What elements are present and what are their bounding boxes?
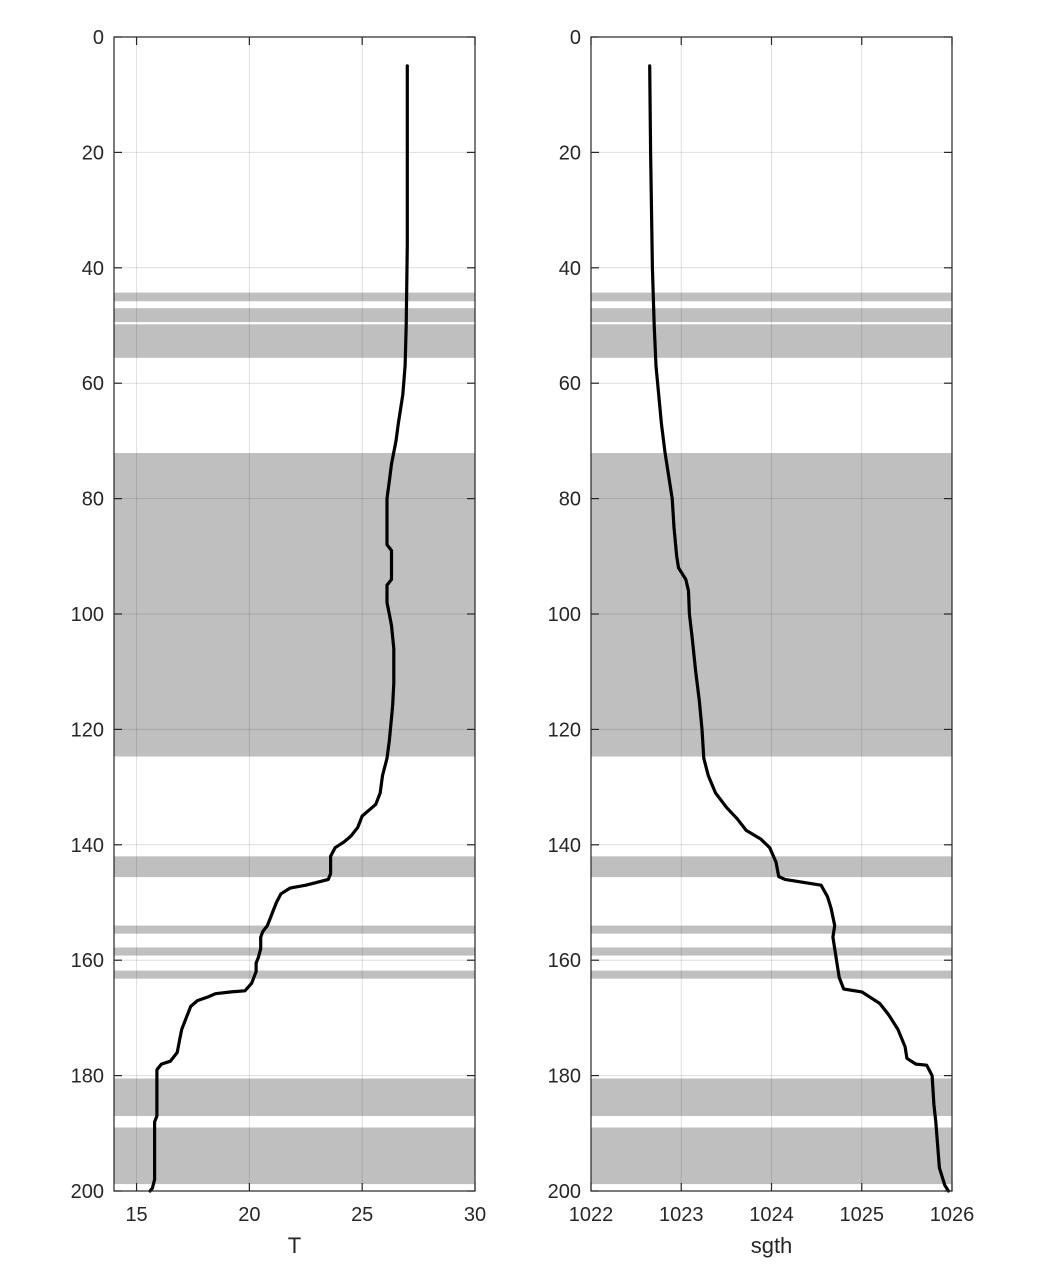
shaded-band-9 [591, 1127, 952, 1185]
shaded-band-6 [114, 947, 475, 956]
y-tick-label: 180 [548, 1066, 581, 1088]
x-tick-label: 20 [238, 1204, 260, 1226]
y-tick-label: 100 [548, 604, 581, 626]
shaded-band-2 [114, 324, 475, 358]
y-tick-label: 60 [559, 373, 581, 395]
x-tick-label: 1026 [930, 1204, 975, 1226]
y-tick-label: 100 [71, 604, 104, 626]
x-tick-label: 15 [125, 1204, 147, 1226]
shaded-band-7 [591, 970, 952, 979]
y-tick-label: 20 [82, 142, 104, 164]
series-line-0 [648, 64, 950, 1193]
x-tick-label: 1024 [749, 1204, 794, 1226]
y-tick-label: 200 [548, 1181, 581, 1203]
y-tick-label: 140 [71, 835, 104, 857]
shaded-band-5 [591, 925, 952, 934]
shaded-band-0 [114, 292, 475, 302]
y-tick-label: 80 [559, 489, 581, 511]
shaded-band-8 [591, 1078, 952, 1116]
temperature-profile-plot: 15 20 25 30 0 20 40 60 80 100 120 140 160 180 200 T [71, 27, 487, 1258]
shaded-band-6 [591, 947, 952, 956]
shaded-band-8 [114, 1078, 475, 1116]
shaded-band-3 [591, 453, 952, 757]
y-tick-label: 20 [559, 142, 581, 164]
shaded-band-7 [114, 970, 475, 979]
shaded-band-9 [114, 1127, 475, 1185]
shaded-band-2 [591, 324, 952, 358]
y-tick-label: 120 [71, 719, 104, 741]
y-tick-label: 80 [82, 489, 104, 511]
shaded-band-4 [591, 856, 952, 878]
y-tick-label: 0 [93, 27, 104, 49]
y-tick-label: 140 [548, 835, 581, 857]
y-tick-label: 120 [548, 719, 581, 741]
shaded-band-1 [591, 308, 952, 323]
x-tick-label: 1023 [659, 1204, 704, 1226]
shaded-band-3 [114, 453, 475, 757]
shaded-band-4 [114, 856, 475, 878]
shaded-band-1 [114, 308, 475, 323]
x-tick-label: 1022 [569, 1204, 614, 1226]
y-tick-label: 160 [71, 950, 104, 972]
y-tick-label: 40 [559, 258, 581, 280]
x-tick-label: 30 [464, 1204, 486, 1226]
x-axis-label: T [288, 1233, 301, 1258]
y-tick-label: 180 [71, 1066, 104, 1088]
y-tick-label: 0 [570, 27, 581, 49]
x-tick-label: 25 [351, 1204, 373, 1226]
x-axis-label: sgth [751, 1233, 793, 1258]
y-tick-label: 40 [82, 258, 104, 280]
shaded-band-0 [591, 292, 952, 302]
y-tick-label: 60 [82, 373, 104, 395]
density-profile-plot: 1022 1023 1024 1025 1026 0 20 40 60 80 100 120 140 16… [548, 27, 975, 1258]
y-tick-label: 200 [71, 1181, 104, 1203]
x-tick-label: 1025 [840, 1204, 885, 1226]
y-tick-label: 160 [548, 950, 581, 972]
shaded-band-5 [114, 925, 475, 934]
series-line-0 [148, 64, 409, 1193]
